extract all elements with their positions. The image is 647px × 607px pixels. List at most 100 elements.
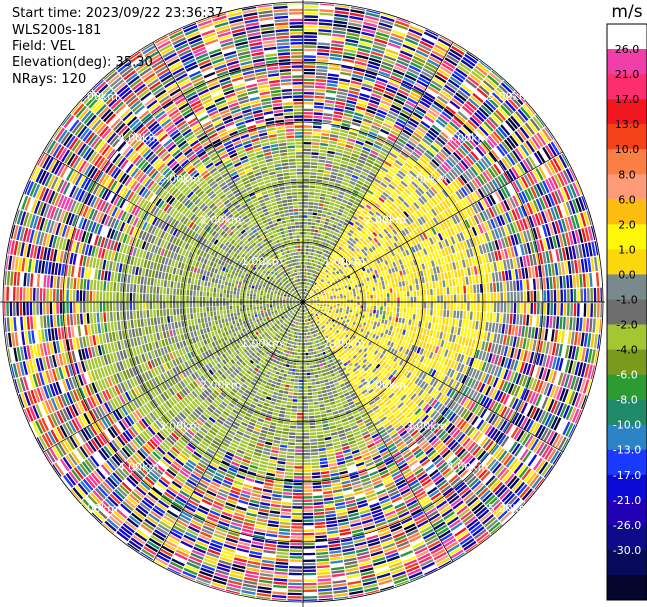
velocity-gate [316,55,329,59]
velocity-gate [490,149,500,161]
velocity-gate [443,175,451,184]
velocity-gate [494,251,499,261]
velocity-gate [215,144,224,151]
velocity-gate [377,294,380,299]
velocity-gate [496,261,501,272]
velocity-gate [347,213,353,218]
velocity-gate [398,281,402,287]
velocity-gate [459,108,471,118]
velocity-gate [420,270,424,277]
velocity-gate [348,90,360,95]
velocity-gate [341,213,347,218]
velocity-gate [328,282,331,286]
velocity-gate [224,54,238,60]
velocity-gate [315,253,319,257]
velocity-gate [553,174,562,188]
velocity-gate [382,243,387,249]
velocity-gate [527,120,538,133]
velocity-gate [439,113,450,123]
velocity-gate [304,32,318,35]
velocity-gate [413,165,422,173]
velocity-gate [193,267,198,273]
velocity-gate [156,92,169,101]
velocity-gate [211,116,222,123]
velocity-gate [312,266,315,270]
velocity-gate [406,71,418,79]
velocity-gate [214,21,229,28]
velocity-gate [432,281,436,289]
velocity-gate [430,219,436,227]
velocity-gate [529,254,534,266]
velocity-gate [245,168,253,173]
velocity-gate [260,166,268,171]
velocity-gate [460,126,471,137]
velocity-gate [253,168,261,174]
velocity-gate [303,121,313,125]
velocity-gate [268,232,273,236]
velocity-gate [285,265,288,269]
velocity-gate [336,176,344,181]
velocity-gate [419,73,432,82]
velocity-gate [339,291,343,295]
velocity-gate [400,83,412,91]
velocity-gate [247,124,257,130]
velocity-gate [285,254,289,258]
velocity-gate [363,183,370,189]
velocity-gate [365,204,372,210]
velocity-gate [227,99,238,105]
velocity-gate [276,35,290,39]
velocity-gate [127,75,140,86]
velocity-gate [369,219,375,225]
velocity-gate [330,287,334,290]
velocity-gate [313,232,318,236]
velocity-gate [463,197,471,207]
velocity-gate [375,220,381,226]
velocity-gate [424,115,435,124]
velocity-gate [304,42,317,45]
velocity-gate [532,278,536,290]
velocity-gate [290,48,303,52]
velocity-gate [308,249,312,252]
velocity-gate [565,168,574,183]
velocity-gate [434,225,440,234]
velocity-gate [515,220,522,232]
velocity-gate [318,292,321,294]
velocity-gate [498,271,502,282]
velocity-gate [366,67,379,73]
velocity-gate [413,290,417,297]
velocity-gate [488,151,498,163]
velocity-gate [452,262,457,270]
velocity-gate [334,13,349,18]
velocity-gate [303,162,311,165]
velocity-gate [529,201,537,214]
velocity-gate [502,122,513,134]
velocity-gate [350,9,365,15]
velocity-gate [527,291,530,302]
velocity-gate [373,193,380,199]
velocity-gate [291,225,296,229]
velocity-gate [345,290,349,293]
velocity-gate [325,284,329,287]
velocity-gate [450,154,460,163]
velocity-gate [303,132,312,135]
velocity-gate [305,292,307,295]
velocity-gate [373,223,379,229]
velocity-gate [121,89,133,100]
velocity-gate [254,245,259,249]
velocity-gate [405,242,410,249]
velocity-gate [229,152,238,159]
velocity-gate [453,116,464,126]
velocity-gate [280,214,285,218]
velocity-gate [282,275,285,278]
velocity-gate [369,198,376,205]
velocity-gate [232,219,238,225]
velocity-gate [422,283,426,290]
velocity-gate [396,254,401,260]
velocity-gate [504,100,516,112]
velocity-gate [169,61,182,70]
velocity-gate [367,263,372,269]
velocity-gate [472,148,482,159]
velocity-gate [462,277,466,286]
velocity-gate [362,118,373,124]
velocity-gate [265,158,273,163]
